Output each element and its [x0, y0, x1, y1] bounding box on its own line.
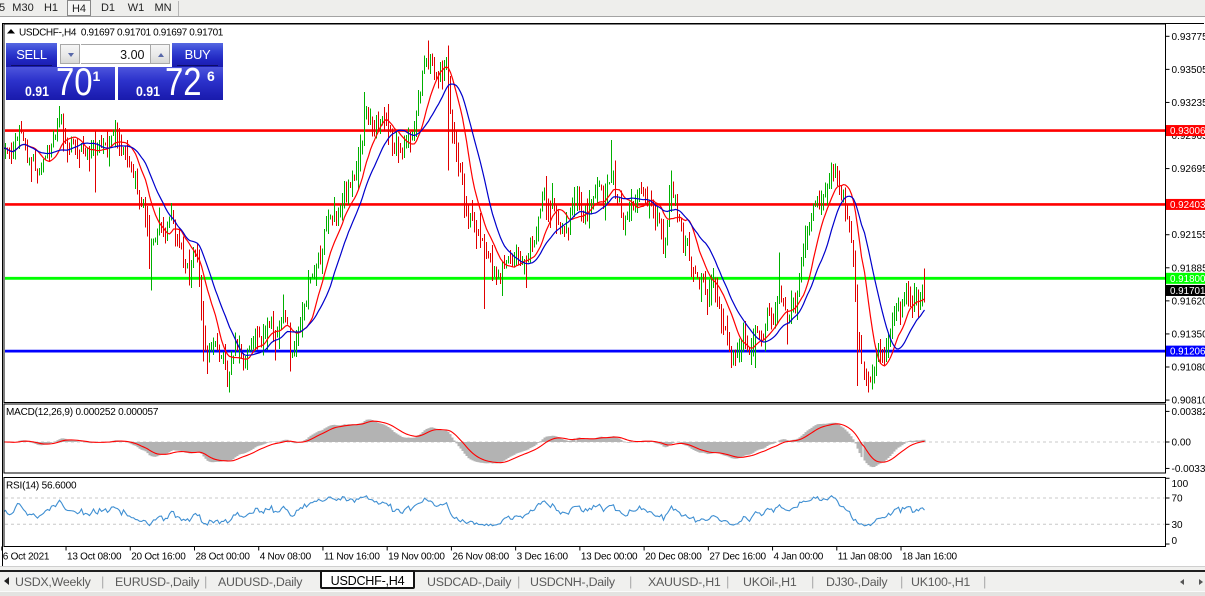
svg-text:0.91080: 0.91080 — [1172, 363, 1205, 374]
svg-text:0.92695: 0.92695 — [1172, 164, 1205, 175]
svg-text:0.93235: 0.93235 — [1172, 98, 1205, 109]
svg-text:0.91350: 0.91350 — [1172, 329, 1205, 340]
svg-text:0.90810: 0.90810 — [1172, 396, 1205, 407]
svg-text:USDCHF-,H4 0.91697 0.91701 0.: USDCHF-,H4 0.91697 0.91701 0.91697 0.917… — [19, 28, 224, 39]
svg-text:0.00382: 0.00382 — [1172, 407, 1205, 418]
svg-text:0.91885: 0.91885 — [1172, 263, 1205, 274]
svg-text:20 Dec 08:00: 20 Dec 08:00 — [645, 552, 702, 563]
svg-text:0.93006: 0.93006 — [1170, 126, 1205, 137]
svg-text:11 Jan 08:00: 11 Jan 08:00 — [838, 552, 893, 563]
svg-text:-0.0033: -0.0033 — [1172, 464, 1205, 475]
svg-text:4 Nov 08:00: 4 Nov 08:00 — [260, 552, 312, 563]
svg-text:0.91620: 0.91620 — [1172, 296, 1205, 307]
svg-text:0: 0 — [1172, 536, 1178, 547]
svg-text:28 Oct 00:00: 28 Oct 00:00 — [195, 552, 250, 563]
svg-text:19 Nov 00:00: 19 Nov 00:00 — [388, 552, 445, 563]
svg-text:11 Nov 16:00: 11 Nov 16:00 — [324, 552, 380, 563]
svg-text:26 Nov 08:00: 26 Nov 08:00 — [452, 552, 509, 563]
svg-text:70: 70 — [1172, 494, 1184, 505]
svg-text:0.92403: 0.92403 — [1170, 200, 1205, 211]
svg-text:0.00: 0.00 — [1172, 438, 1192, 449]
svg-text:RSI(14) 56.6000: RSI(14) 56.6000 — [6, 481, 77, 492]
svg-text:6 Oct 2021: 6 Oct 2021 — [3, 552, 50, 563]
svg-text:18 Jan 16:00: 18 Jan 16:00 — [902, 552, 958, 563]
svg-text:MACD(12,26,9) 0.000252 0.00005: MACD(12,26,9) 0.000252 0.000057 — [6, 407, 159, 418]
svg-text:30: 30 — [1172, 520, 1184, 531]
svg-text:0.91800: 0.91800 — [1170, 274, 1205, 285]
svg-text:0.92155: 0.92155 — [1172, 230, 1205, 241]
svg-text:100: 100 — [1172, 479, 1189, 490]
svg-text:13 Oct 08:00: 13 Oct 08:00 — [67, 552, 122, 563]
svg-text:0.91206: 0.91206 — [1170, 347, 1205, 358]
svg-text:13 Dec 00:00: 13 Dec 00:00 — [581, 552, 638, 563]
svg-text:0.92965: 0.92965 — [1172, 131, 1205, 142]
svg-text:0.93775: 0.93775 — [1172, 32, 1205, 43]
svg-text:0.91701: 0.91701 — [1170, 286, 1205, 297]
svg-text:3 Dec 16:00: 3 Dec 16:00 — [517, 552, 569, 563]
svg-text:27 Dec 16:00: 27 Dec 16:00 — [709, 552, 766, 563]
svg-text:4 Jan 00:00: 4 Jan 00:00 — [774, 552, 824, 563]
svg-text:0.93505: 0.93505 — [1172, 65, 1205, 76]
svg-text:20 Oct 16:00: 20 Oct 16:00 — [131, 552, 186, 563]
